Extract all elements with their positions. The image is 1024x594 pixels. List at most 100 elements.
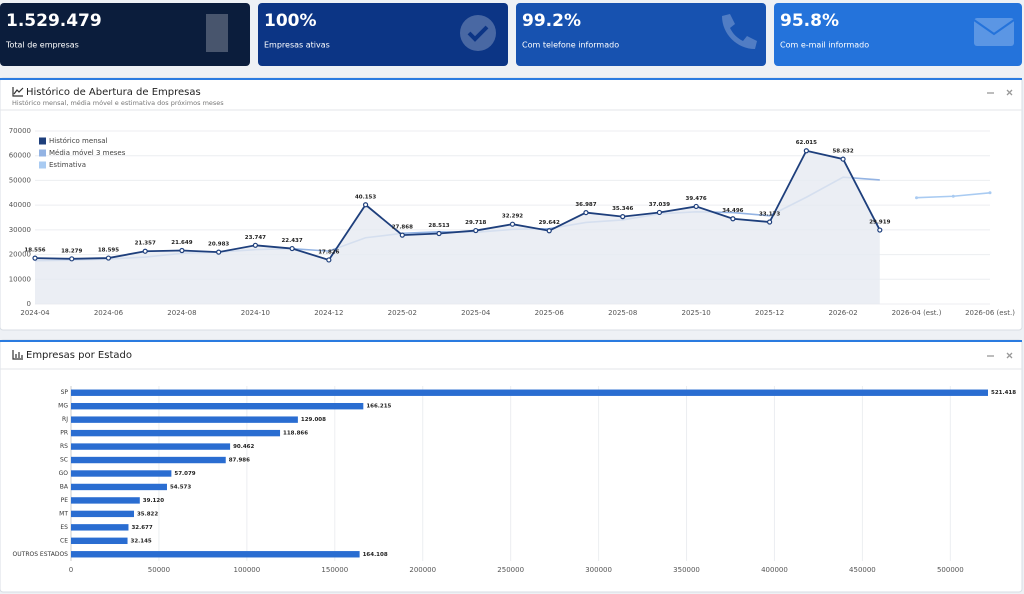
x-tick-label: 2024-08 xyxy=(167,309,196,317)
legend-swatch xyxy=(39,149,46,157)
y-tick-label: 50000 xyxy=(9,176,31,184)
legend-label: Histórico mensal xyxy=(49,137,108,145)
card-icon xyxy=(973,18,1015,46)
x-tick-label: 2024-12 xyxy=(314,309,343,317)
y-tick-label: 0 xyxy=(27,300,31,308)
point xyxy=(32,255,38,261)
y-tick-label: 10000 xyxy=(9,275,31,283)
data-label: 32.677 xyxy=(131,525,152,531)
data-label: 40.153 xyxy=(355,194,376,200)
y-tick-label: SC xyxy=(60,457,68,464)
point xyxy=(399,232,405,238)
point xyxy=(840,156,846,162)
card-icon xyxy=(460,15,496,51)
y-tick-label: SP xyxy=(61,389,69,396)
panel-title: Histórico de Abertura de Empresas xyxy=(26,86,201,98)
point xyxy=(620,214,626,220)
data-label: 17.826 xyxy=(318,249,339,255)
data-label: 87.986 xyxy=(229,458,250,464)
point xyxy=(69,256,75,262)
y-tick-label: RJ xyxy=(62,416,68,423)
data-label: 39.476 xyxy=(686,196,707,202)
y-tick-label: BA xyxy=(60,483,69,490)
y-tick-label: MG xyxy=(58,403,68,410)
data-label: 90.462 xyxy=(233,444,254,450)
data-label: 32.145 xyxy=(131,538,152,544)
bar xyxy=(71,402,364,410)
x-tick-label: 450000 xyxy=(849,566,876,574)
y-tick-label: 70000 xyxy=(9,127,31,135)
x-tick-label: 350000 xyxy=(673,566,700,574)
check-icon xyxy=(460,15,496,51)
card-value: 1.529.479 xyxy=(6,11,102,31)
x-tick-label: 2025-12 xyxy=(755,309,784,317)
y-tick-label: ES xyxy=(60,524,68,531)
check-mark xyxy=(467,25,489,42)
line-icon xyxy=(12,87,24,97)
series-line xyxy=(34,149,881,262)
y-tick-label: MT xyxy=(59,510,68,517)
card-value: 99.2% xyxy=(522,11,581,31)
data-label: 29.919 xyxy=(869,220,890,226)
x-tick-label: 150000 xyxy=(321,566,348,574)
legend-swatch xyxy=(39,161,46,169)
y-tick-label: CE xyxy=(60,537,68,544)
point xyxy=(179,247,185,254)
stat-card xyxy=(774,3,1022,66)
point xyxy=(252,242,258,248)
data-label: 39.120 xyxy=(143,498,164,504)
point xyxy=(509,221,516,227)
phone-icon xyxy=(722,14,757,49)
point xyxy=(693,203,699,210)
x-tick-label: 250000 xyxy=(497,566,524,574)
y-tick-label: 30000 xyxy=(9,226,31,234)
data-label: 166.215 xyxy=(366,404,391,410)
bar xyxy=(71,510,134,518)
x-tick-label: 2025-02 xyxy=(388,309,417,317)
point xyxy=(105,255,112,261)
x-tick-label: 2024-10 xyxy=(241,309,270,317)
legend-label: Estimativa xyxy=(49,161,86,169)
x-tick-label: 300000 xyxy=(585,566,612,574)
stat-card xyxy=(0,3,250,66)
x-tick-label: 2024-04 xyxy=(20,309,50,317)
y-tick-label: OUTROS ESTADOS xyxy=(13,551,69,558)
panel-accent xyxy=(0,78,1022,80)
point xyxy=(730,216,736,222)
card-label: Com telefone informado xyxy=(522,41,619,50)
card-label: Total de empresas xyxy=(5,41,79,50)
point xyxy=(473,227,479,234)
data-label: 18.595 xyxy=(98,248,119,254)
point xyxy=(436,230,442,237)
data-label: 29.718 xyxy=(465,220,486,226)
data-label: 32.292 xyxy=(502,214,523,220)
data-label: 28.513 xyxy=(428,223,449,229)
data-label: 58.632 xyxy=(832,149,853,155)
point xyxy=(326,257,332,263)
bar xyxy=(71,443,231,450)
legend-label: Média móvel 3 meses xyxy=(49,149,126,157)
mail-icon xyxy=(974,18,1014,46)
stat-card xyxy=(258,3,508,66)
bar xyxy=(71,389,988,396)
data-label: 20.983 xyxy=(208,242,229,248)
card-value: 95.8% xyxy=(780,11,839,31)
card-label: Empresas ativas xyxy=(264,41,330,50)
y-tick-label: PR xyxy=(60,430,68,437)
bar xyxy=(71,551,360,558)
mail-flap xyxy=(973,19,1015,36)
data-label: 35.822 xyxy=(137,511,158,517)
y-tick-label: GO xyxy=(59,470,69,477)
data-label: 57.079 xyxy=(174,471,195,477)
window-controls[interactable] xyxy=(987,89,1013,359)
point xyxy=(767,219,773,225)
x-tick-label: 500000 xyxy=(937,566,964,574)
point xyxy=(289,245,295,252)
data-label: 37.039 xyxy=(649,202,670,208)
bar xyxy=(71,429,281,437)
data-label: 34.496 xyxy=(722,208,743,214)
bar xyxy=(71,456,226,464)
data-label: 164.108 xyxy=(363,552,388,558)
data-label: 21.357 xyxy=(135,241,156,247)
x-tick-label: 2026-04 (est.) xyxy=(892,309,942,317)
